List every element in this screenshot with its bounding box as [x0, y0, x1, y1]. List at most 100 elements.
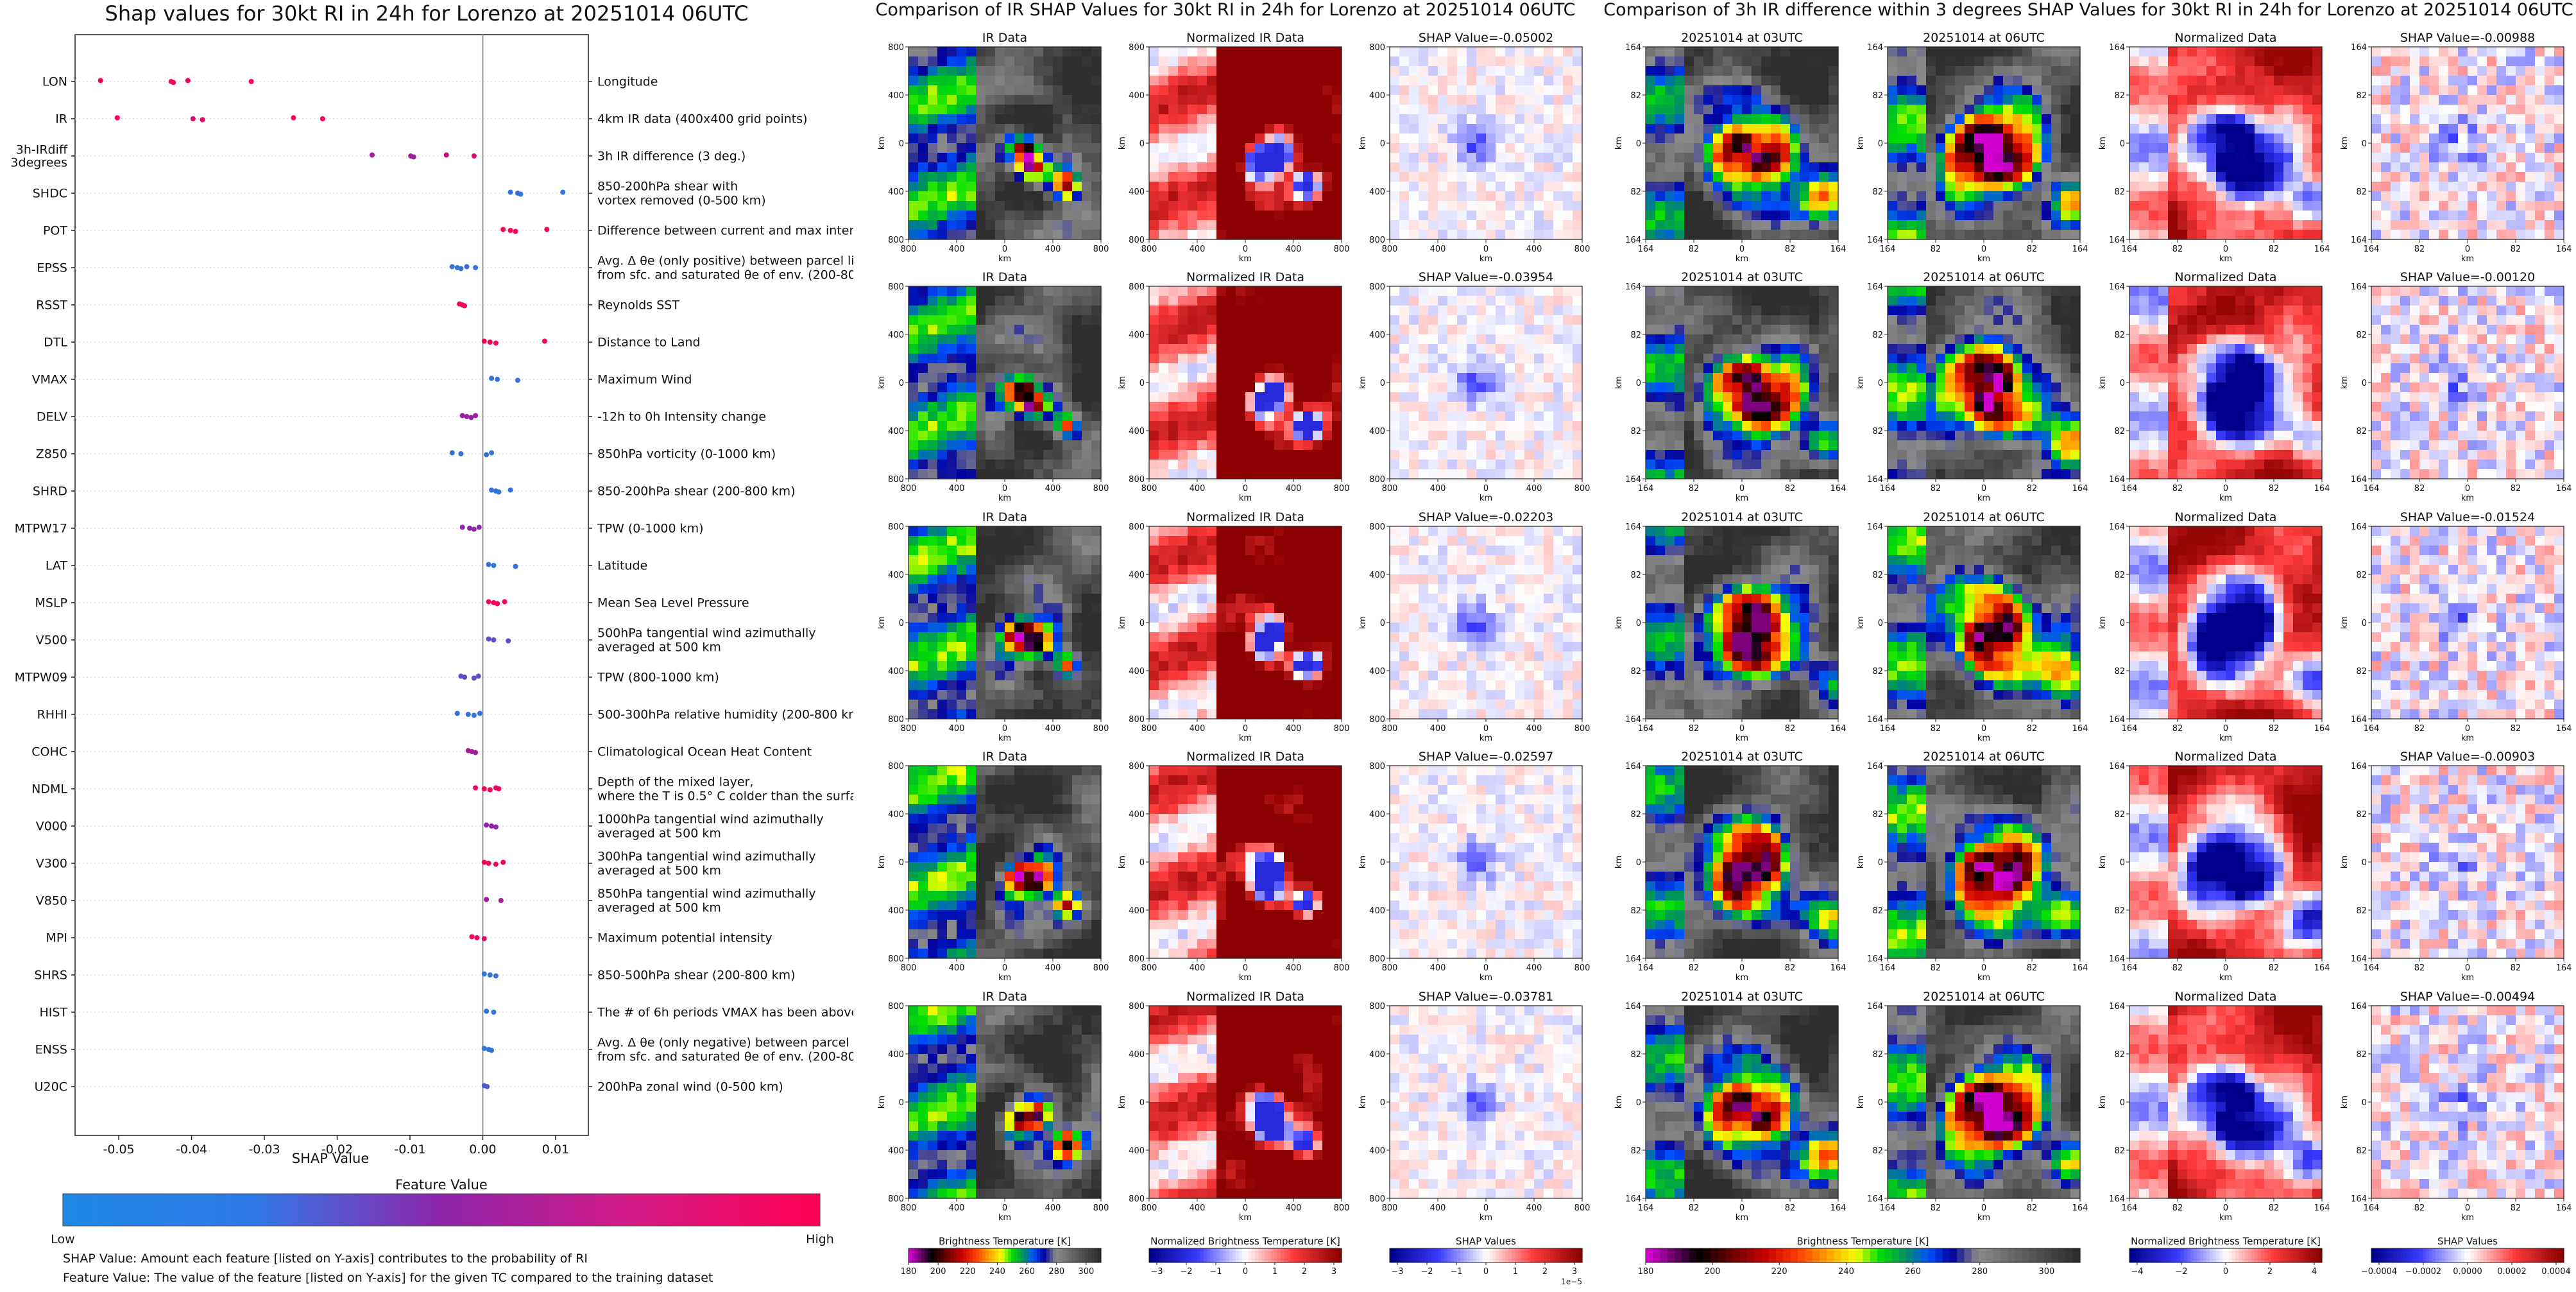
shap-point	[450, 264, 455, 270]
image-cell	[1390, 201, 1400, 211]
image-cell	[1303, 603, 1313, 614]
image-cell	[1082, 220, 1092, 230]
image-cell	[1496, 134, 1506, 144]
image-cell	[1188, 450, 1198, 460]
image-cell	[1005, 680, 1015, 691]
image-cell	[1072, 124, 1082, 134]
image-cell	[1457, 334, 1467, 345]
image-cell	[1072, 383, 1082, 393]
image-cell	[1062, 182, 1073, 192]
image-cell	[1149, 76, 1159, 86]
x-axis-tick-label: 400	[1190, 484, 1206, 494]
image-cell	[1197, 814, 1207, 824]
image-cell	[1505, 623, 1515, 633]
image-cell	[1303, 363, 1313, 374]
image-cell	[1207, 211, 1217, 221]
image-cell	[1024, 910, 1034, 920]
image-cell	[1216, 671, 1227, 681]
shap-point	[500, 227, 506, 232]
image-cell	[1255, 920, 1265, 930]
image-cell	[1274, 680, 1284, 691]
image-cell	[1082, 354, 1092, 364]
image-cell	[1255, 325, 1265, 335]
image-cell	[1563, 661, 1573, 671]
image-cell	[908, 383, 919, 393]
image-cell	[1332, 431, 1342, 441]
image-cell	[1419, 623, 1429, 633]
image-cell	[1390, 766, 1400, 776]
image-cell	[1005, 162, 1015, 173]
image-cell	[1399, 881, 1410, 891]
image-cell	[1072, 66, 1082, 76]
image-cell	[1053, 373, 1063, 383]
image-cell	[1226, 105, 1236, 115]
image-cell	[1534, 680, 1544, 691]
image-cell	[1043, 565, 1053, 575]
image-cell	[1505, 709, 1515, 719]
image-cell	[1072, 814, 1082, 824]
image-cell	[1293, 623, 1304, 633]
image-cell	[928, 344, 938, 354]
image-cell	[1216, 66, 1227, 76]
image-cell	[1053, 555, 1063, 565]
image-cell	[1178, 852, 1188, 863]
image-cell	[1197, 85, 1207, 96]
image-cell	[1553, 536, 1564, 546]
image-cell	[1178, 872, 1188, 882]
image-cell	[976, 296, 986, 306]
image-cell	[966, 852, 977, 863]
image-cell	[947, 929, 957, 940]
image-cell	[918, 709, 928, 719]
image-cell	[918, 431, 928, 441]
feature-description-label: 850hPa vorticity (0-1000 km)	[597, 447, 776, 461]
image-cell	[1274, 114, 1284, 125]
image-cell	[1390, 843, 1400, 853]
image-cell	[1563, 546, 1573, 556]
image-cell	[1072, 613, 1082, 623]
x-axis-label: km	[998, 254, 1011, 264]
y-axis-tick-label: 0	[1139, 619, 1145, 628]
image-cell	[1072, 891, 1082, 901]
image-cell	[1438, 363, 1448, 374]
image-cell	[1091, 671, 1102, 681]
image-cell	[1505, 546, 1515, 556]
image-cell	[1313, 814, 1323, 824]
image-cell	[918, 843, 928, 853]
image-cell	[976, 700, 986, 710]
image-cell	[1284, 344, 1294, 354]
image-cell	[1178, 843, 1188, 853]
image-cell	[1082, 162, 1092, 173]
image-cell	[985, 95, 996, 105]
image-cell	[1014, 680, 1025, 691]
image-cell	[957, 862, 967, 872]
image-cell	[1216, 555, 1227, 565]
y-axis-label: km	[1118, 137, 1127, 150]
image-cell	[1467, 411, 1477, 422]
shap-point	[491, 637, 496, 642]
image-cell	[1390, 700, 1400, 710]
image-cell	[1553, 373, 1564, 383]
image-cell	[1303, 460, 1313, 470]
image-cell	[1072, 623, 1082, 633]
image-cell	[937, 594, 948, 604]
image-cell	[1563, 95, 1573, 105]
image-cell	[1005, 286, 1015, 297]
image-cell	[1544, 124, 1554, 134]
image-cell	[1034, 642, 1044, 652]
image-cell	[1255, 546, 1265, 556]
image-cell	[1005, 334, 1015, 345]
image-cell	[1265, 85, 1275, 96]
image-cell	[1034, 651, 1044, 662]
image-cell	[928, 949, 938, 959]
image-cell	[1409, 363, 1419, 374]
image-cell	[1332, 603, 1342, 614]
image-cell	[1188, 709, 1198, 719]
image-cell	[1043, 872, 1053, 882]
image-cell	[1419, 690, 1429, 700]
image-cell	[908, 632, 919, 642]
image-cell	[1447, 191, 1458, 202]
image-cell	[1159, 143, 1169, 153]
image-cell	[1438, 286, 1448, 297]
image-cell	[1159, 286, 1169, 297]
image-cell	[908, 766, 919, 776]
